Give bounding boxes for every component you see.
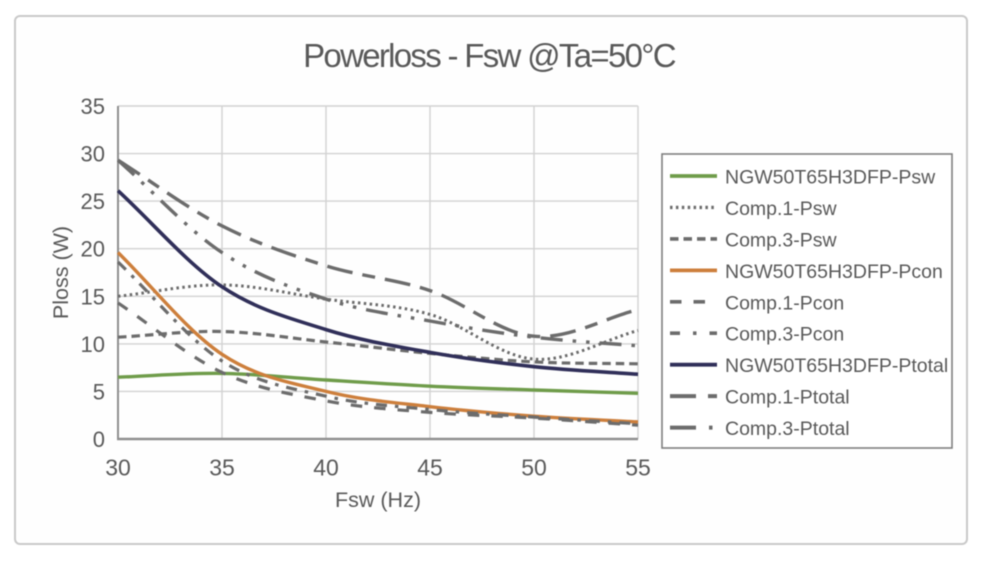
svg-text:Ploss (W): Ploss (W)	[49, 226, 73, 319]
svg-text:Comp.3-Psw: Comp.3-Psw	[725, 229, 838, 251]
svg-text:10: 10	[81, 332, 105, 357]
svg-text:Comp.3-Ptotal: Comp.3-Ptotal	[725, 418, 850, 440]
svg-text:Fsw (Hz): Fsw (Hz)	[335, 488, 421, 512]
svg-text:35: 35	[81, 94, 105, 119]
svg-text:55: 55	[625, 455, 651, 481]
svg-text:25: 25	[81, 189, 105, 214]
svg-text:30: 30	[105, 455, 131, 481]
svg-text:Comp.1-Pcon: Comp.1-Pcon	[725, 292, 844, 314]
svg-text:30: 30	[81, 142, 105, 167]
svg-text:0: 0	[93, 427, 105, 452]
svg-text:NGW50T65H3DFP-Psw: NGW50T65H3DFP-Psw	[725, 167, 936, 189]
svg-text:Powerloss - Fsw @Ta=50°C: Powerloss - Fsw @Ta=50°C	[303, 37, 676, 74]
svg-text:45: 45	[417, 455, 443, 481]
svg-text:35: 35	[209, 455, 235, 481]
svg-text:Comp.1-Psw: Comp.1-Psw	[725, 198, 838, 220]
svg-text:20: 20	[81, 237, 105, 262]
svg-text:Comp.3-Pcon: Comp.3-Pcon	[725, 324, 844, 346]
svg-text:50: 50	[521, 455, 547, 481]
svg-text:5: 5	[93, 379, 105, 404]
svg-text:Comp.1-Ptotal: Comp.1-Ptotal	[725, 387, 850, 409]
svg-text:NGW50T65H3DFP-Ptotal: NGW50T65H3DFP-Ptotal	[725, 355, 948, 377]
svg-text:15: 15	[81, 284, 105, 309]
svg-text:40: 40	[313, 455, 339, 481]
svg-text:NGW50T65H3DFP-Pcon: NGW50T65H3DFP-Pcon	[725, 261, 943, 283]
